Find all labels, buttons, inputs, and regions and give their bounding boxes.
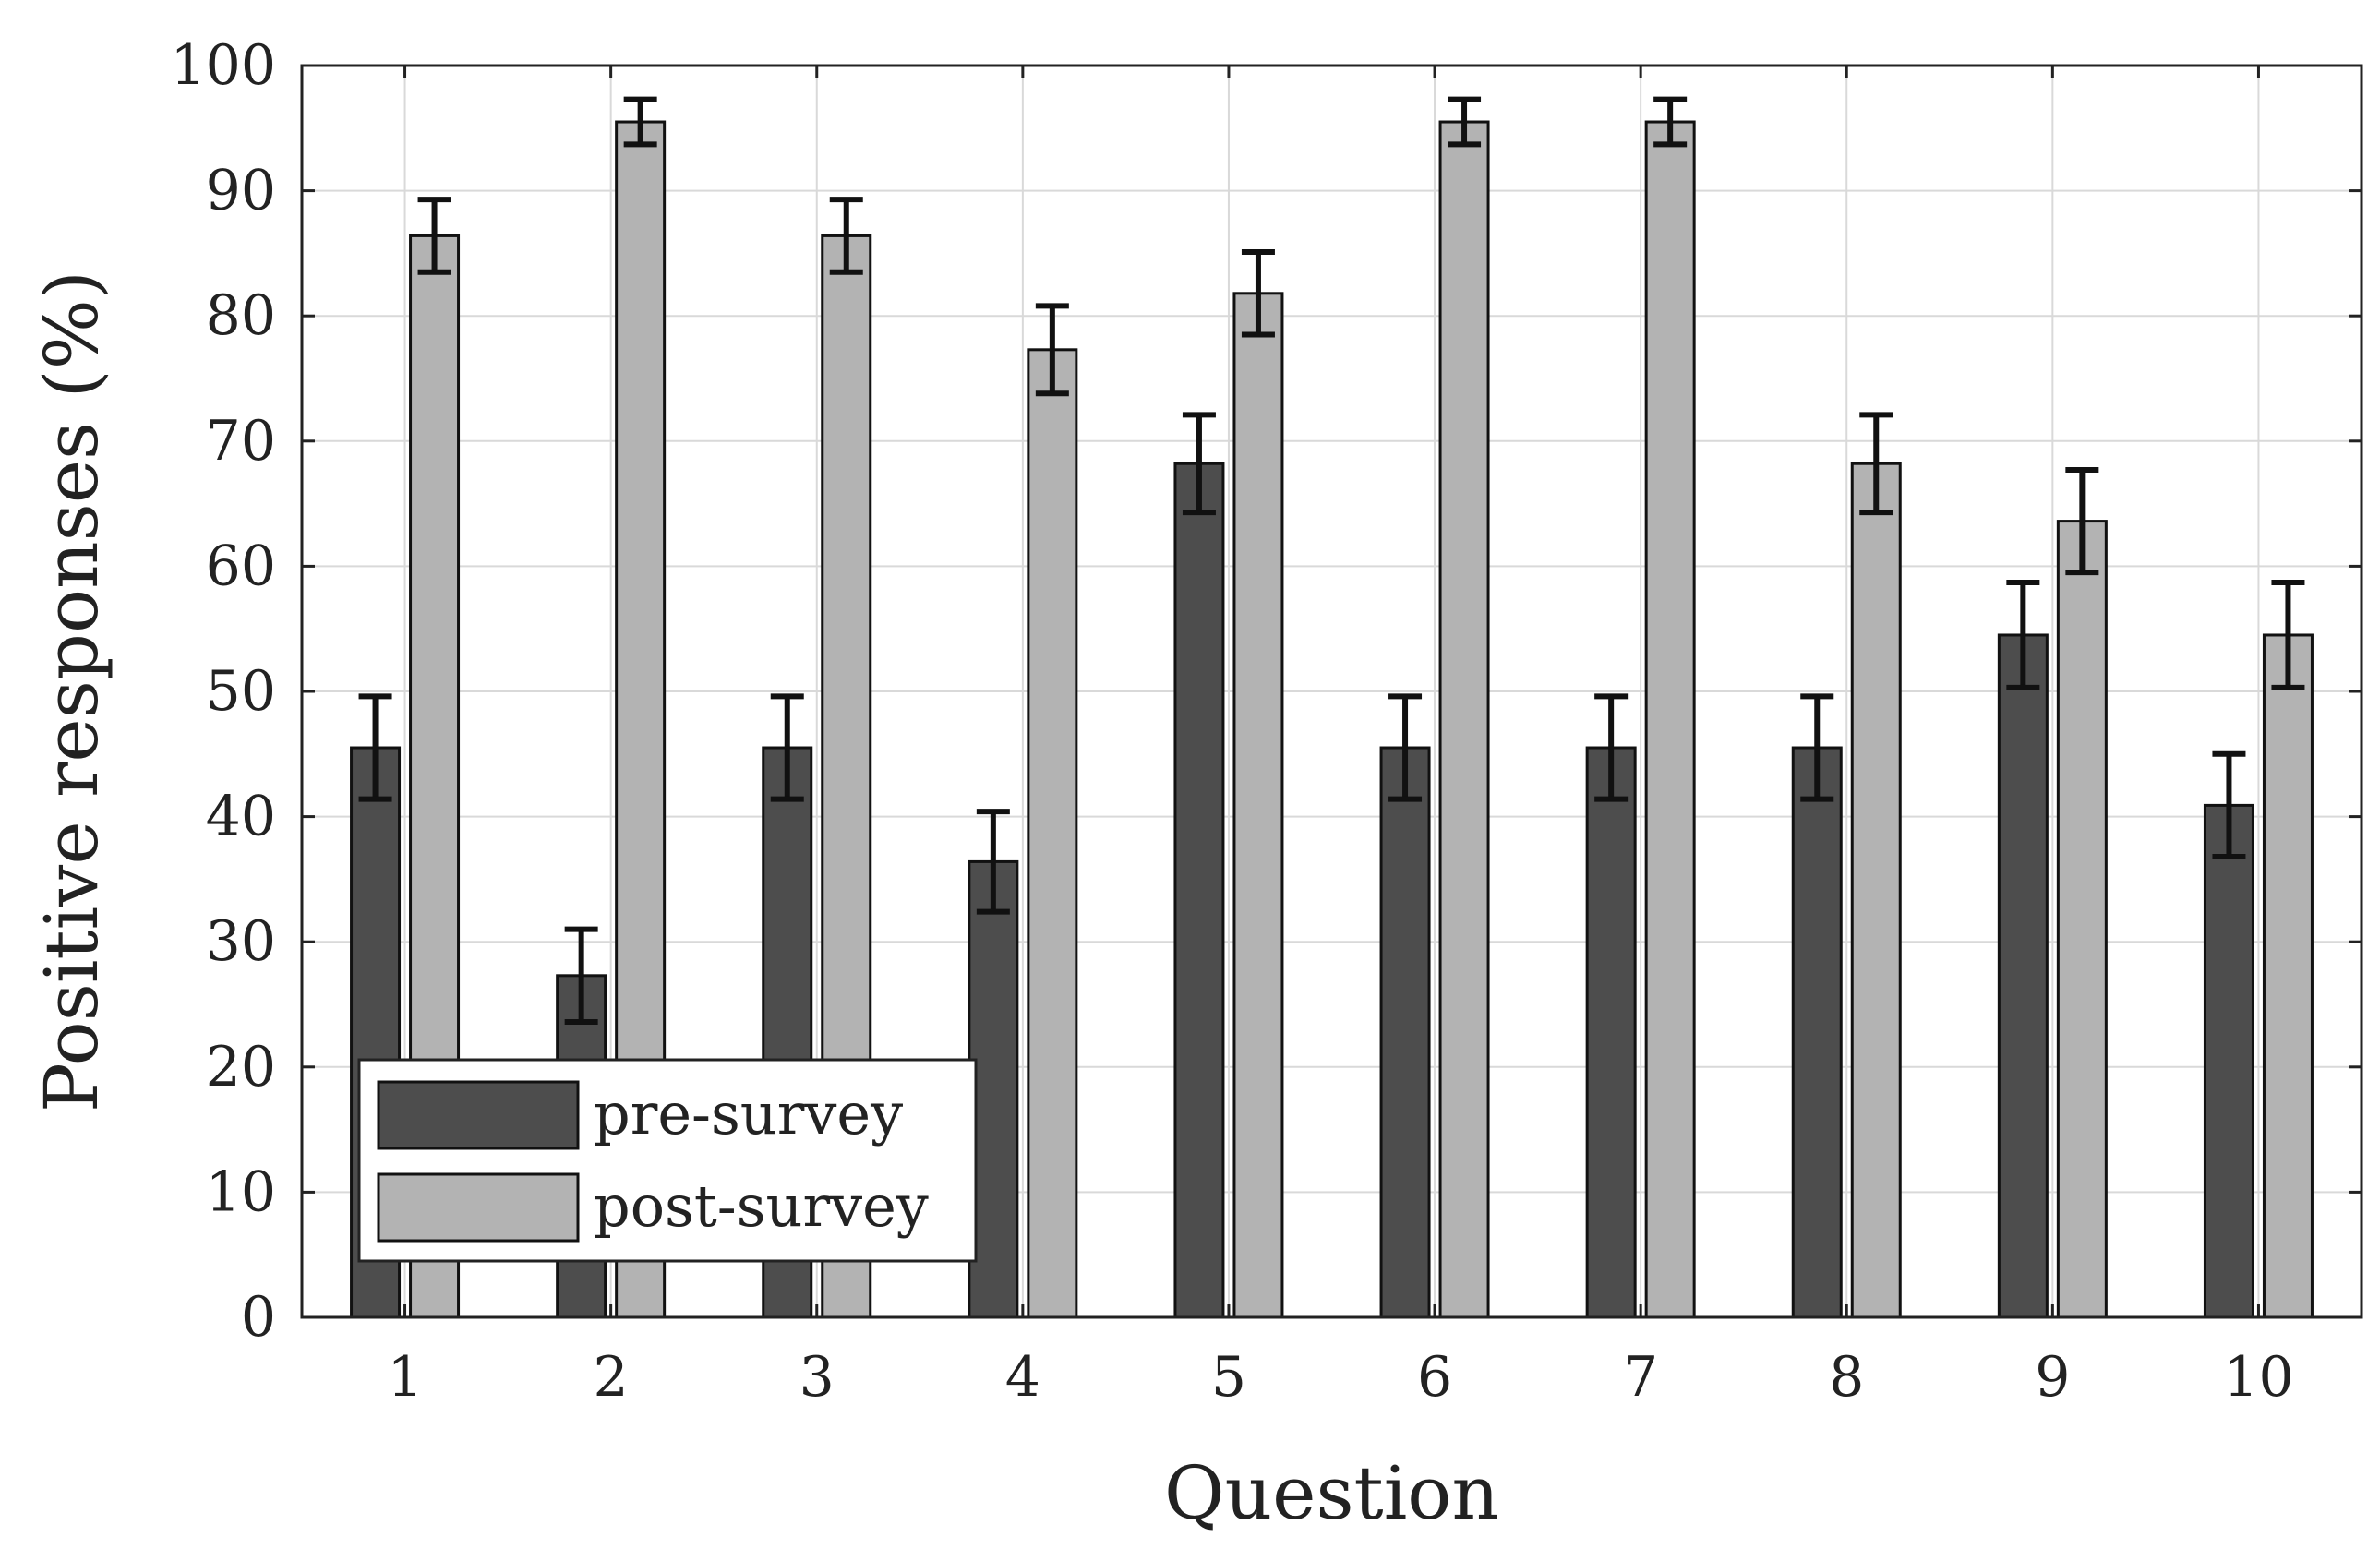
x-tick-label-1: 1	[387, 1345, 422, 1410]
legend-label-post-survey: post-survey	[594, 1172, 929, 1240]
x-tick-label-10: 10	[2223, 1345, 2293, 1410]
y-tick-label-20: 20	[206, 1035, 276, 1099]
bar-pre-survey-q8	[1791, 746, 1843, 1319]
y-tick-label-90: 90	[206, 159, 276, 223]
bar-post-survey-q4	[1027, 348, 1078, 1319]
bar-post-survey-q7	[1644, 120, 1696, 1319]
error-bar-pre-survey-q9	[2006, 580, 2040, 690]
bar-pre-survey-q10	[2203, 803, 2254, 1319]
bar-pre-survey-q5	[1173, 462, 1225, 1319]
x-tick-label-4: 4	[1005, 1345, 1040, 1410]
x-tick-label-7: 7	[1623, 1345, 1658, 1410]
error-bar-pre-survey-q5	[1182, 412, 1216, 516]
y-tick-label-80: 80	[206, 283, 276, 348]
y-tick-label-50: 50	[206, 659, 276, 724]
error-bar-pre-survey-q2	[564, 926, 598, 1025]
error-bar-post-survey-q9	[2065, 466, 2099, 576]
error-bar-post-survey-q5	[1241, 249, 1275, 338]
legend-swatch-pre-survey	[377, 1080, 580, 1150]
error-bar-pre-survey-q10	[2212, 750, 2246, 859]
y-tick-label-100: 100	[170, 33, 276, 98]
error-bar-pre-survey-q4	[976, 809, 1010, 915]
bar-post-survey-q5	[1232, 292, 1284, 1319]
bar-post-survey-q6	[1438, 120, 1490, 1319]
error-bar-post-survey-q4	[1035, 303, 1069, 397]
error-bar-pre-survey-q1	[358, 693, 392, 802]
bar-post-survey-q10	[2262, 633, 2314, 1319]
error-bar-post-survey-q8	[1859, 412, 1893, 516]
y-tick-label-30: 30	[206, 909, 276, 974]
legend-swatch-post-survey	[377, 1172, 580, 1243]
error-bar-pre-survey-q6	[1388, 693, 1423, 802]
error-bar-post-survey-q6	[1448, 96, 1482, 148]
error-bar-post-survey-q7	[1653, 96, 1688, 148]
x-axis-ticks: 1 2 3 4 5 6 7 8 9 10	[387, 66, 2294, 1410]
x-tick-label-5: 5	[1211, 1345, 1246, 1410]
y-axis-label: Positive responses (%)	[29, 270, 114, 1112]
y-tick-label-60: 60	[206, 534, 276, 598]
legend: pre-survey post-survey	[357, 1058, 978, 1263]
error-bar-post-survey-q10	[2271, 580, 2305, 690]
error-bar-post-survey-q3	[829, 197, 863, 275]
legend-label-pre-survey: pre-survey	[594, 1080, 903, 1147]
y-tick-label-10: 10	[206, 1159, 276, 1224]
y-tick-label-40: 40	[206, 785, 276, 849]
y-tick-label-0: 0	[241, 1285, 276, 1350]
y-tick-label-70: 70	[206, 409, 276, 474]
error-bar-post-survey-q1	[417, 197, 451, 275]
bar-post-survey-q9	[2056, 520, 2108, 1319]
bar-pre-survey-q9	[1997, 633, 2049, 1319]
error-bar-pre-survey-q7	[1594, 693, 1629, 802]
x-axis-label: Question	[1164, 1450, 1499, 1536]
error-bar-post-survey-q2	[623, 96, 657, 148]
x-tick-label-2: 2	[594, 1345, 629, 1410]
x-tick-label-8: 8	[1829, 1345, 1864, 1410]
error-bar-pre-survey-q8	[1800, 693, 1834, 802]
error-bar-pre-survey-q3	[770, 693, 804, 802]
error-bars-layer	[358, 96, 2305, 1025]
bar-post-survey-q8	[1850, 462, 1902, 1319]
x-tick-label-9: 9	[2035, 1345, 2070, 1410]
bar-pre-survey-q6	[1379, 746, 1431, 1319]
bar-pre-survey-q7	[1585, 746, 1637, 1319]
y-axis-ticks: 0 10 20 30 40 50 60 70 80 90 100	[170, 33, 2362, 1350]
x-tick-label-6: 6	[1417, 1345, 1452, 1410]
x-tick-label-3: 3	[799, 1345, 835, 1410]
